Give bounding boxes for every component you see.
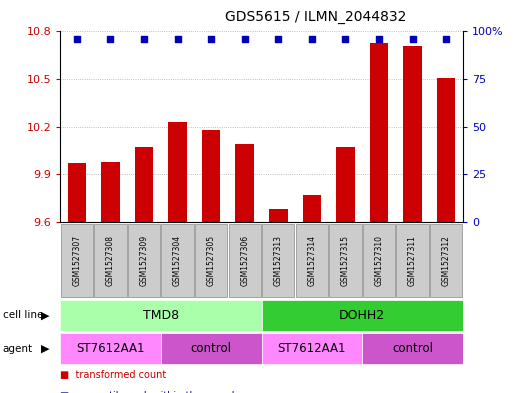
- Text: GSM1527312: GSM1527312: [441, 235, 451, 286]
- Point: [106, 36, 115, 42]
- Text: GSM1527304: GSM1527304: [173, 235, 182, 286]
- Text: GSM1527306: GSM1527306: [240, 235, 249, 286]
- Bar: [135, 147, 153, 222]
- FancyBboxPatch shape: [262, 224, 294, 297]
- Point: [341, 36, 349, 42]
- Point: [174, 36, 182, 42]
- Text: ▶: ▶: [41, 310, 50, 320]
- Text: GDS5615 / ILMN_2044832: GDS5615 / ILMN_2044832: [225, 9, 406, 24]
- Text: GSM1527314: GSM1527314: [308, 235, 316, 286]
- Bar: [269, 209, 288, 222]
- FancyBboxPatch shape: [128, 224, 160, 297]
- Text: control: control: [392, 342, 433, 355]
- Point: [408, 36, 417, 42]
- FancyBboxPatch shape: [396, 224, 429, 297]
- Text: ■  percentile rank within the sample: ■ percentile rank within the sample: [60, 391, 241, 393]
- Text: ▶: ▶: [41, 344, 50, 354]
- Text: GSM1527309: GSM1527309: [140, 235, 149, 286]
- Bar: [168, 122, 187, 222]
- Point: [73, 36, 81, 42]
- Point: [308, 36, 316, 42]
- FancyBboxPatch shape: [262, 300, 463, 331]
- Text: GSM1527310: GSM1527310: [374, 235, 383, 286]
- Text: GSM1527315: GSM1527315: [341, 235, 350, 286]
- Text: GSM1527313: GSM1527313: [274, 235, 283, 286]
- Text: ■  transformed count: ■ transformed count: [60, 370, 166, 380]
- Point: [207, 36, 215, 42]
- FancyBboxPatch shape: [362, 333, 463, 364]
- FancyBboxPatch shape: [60, 300, 262, 331]
- Text: agent: agent: [3, 344, 33, 354]
- FancyBboxPatch shape: [162, 224, 194, 297]
- Point: [274, 36, 282, 42]
- Bar: [437, 77, 456, 222]
- Text: GSM1527307: GSM1527307: [72, 235, 82, 286]
- Bar: [336, 147, 355, 222]
- FancyBboxPatch shape: [329, 224, 361, 297]
- Text: DOHH2: DOHH2: [339, 309, 385, 322]
- Text: GSM1527305: GSM1527305: [207, 235, 215, 286]
- FancyBboxPatch shape: [229, 224, 261, 297]
- Text: GSM1527308: GSM1527308: [106, 235, 115, 286]
- FancyBboxPatch shape: [161, 333, 262, 364]
- FancyBboxPatch shape: [195, 224, 228, 297]
- Point: [241, 36, 249, 42]
- Point: [140, 36, 148, 42]
- FancyBboxPatch shape: [430, 224, 462, 297]
- Point: [442, 36, 450, 42]
- Point: [375, 36, 383, 42]
- Bar: [67, 163, 86, 222]
- Text: control: control: [191, 342, 232, 355]
- Bar: [235, 144, 254, 222]
- FancyBboxPatch shape: [61, 224, 93, 297]
- FancyBboxPatch shape: [94, 224, 127, 297]
- Text: TMD8: TMD8: [143, 309, 179, 322]
- FancyBboxPatch shape: [262, 333, 362, 364]
- Bar: [303, 195, 321, 222]
- FancyBboxPatch shape: [295, 224, 328, 297]
- Text: ST7612AA1: ST7612AA1: [76, 342, 145, 355]
- Text: ST7612AA1: ST7612AA1: [278, 342, 346, 355]
- FancyBboxPatch shape: [60, 333, 161, 364]
- FancyBboxPatch shape: [363, 224, 395, 297]
- Bar: [202, 130, 220, 222]
- Text: GSM1527311: GSM1527311: [408, 235, 417, 286]
- Bar: [403, 46, 422, 222]
- Text: cell line: cell line: [3, 310, 43, 320]
- Bar: [101, 162, 120, 222]
- Bar: [370, 42, 388, 222]
